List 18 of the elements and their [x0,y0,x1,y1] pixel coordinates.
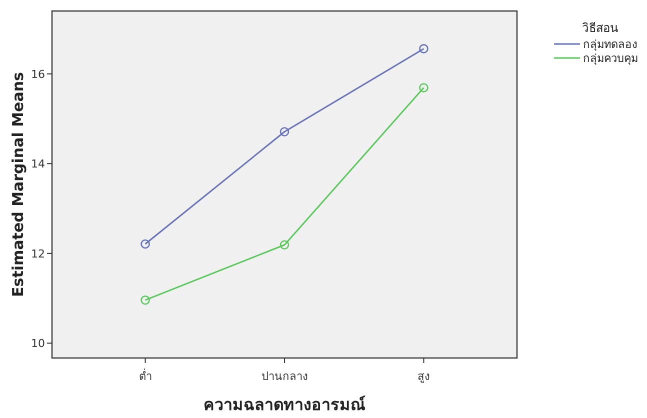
y-tick-label: 12 [31,247,45,260]
point [140,295,150,305]
point [140,239,150,249]
y-axis-title: Estimated Marginal Means [9,72,27,297]
legend-label: กลุ่มควบคุม [583,52,638,65]
x-tick-label: ปานกลาง [262,370,308,383]
x-axis-title: ความฉลาดทางอารมณ์ [204,395,366,414]
point [280,240,290,250]
point [419,44,428,54]
y-tick-label: 14 [31,158,45,171]
point [419,83,428,92]
y-tick-label: 16 [31,68,45,81]
legend-title: วิธีสอน [582,21,618,35]
y-tick-label: 10 [31,337,45,350]
legend-label: กลุ่มทดลอง [583,38,637,51]
point [280,127,290,136]
x-tick-label: ต่ำ [138,368,152,383]
x-tick-label: สูง [418,370,430,383]
